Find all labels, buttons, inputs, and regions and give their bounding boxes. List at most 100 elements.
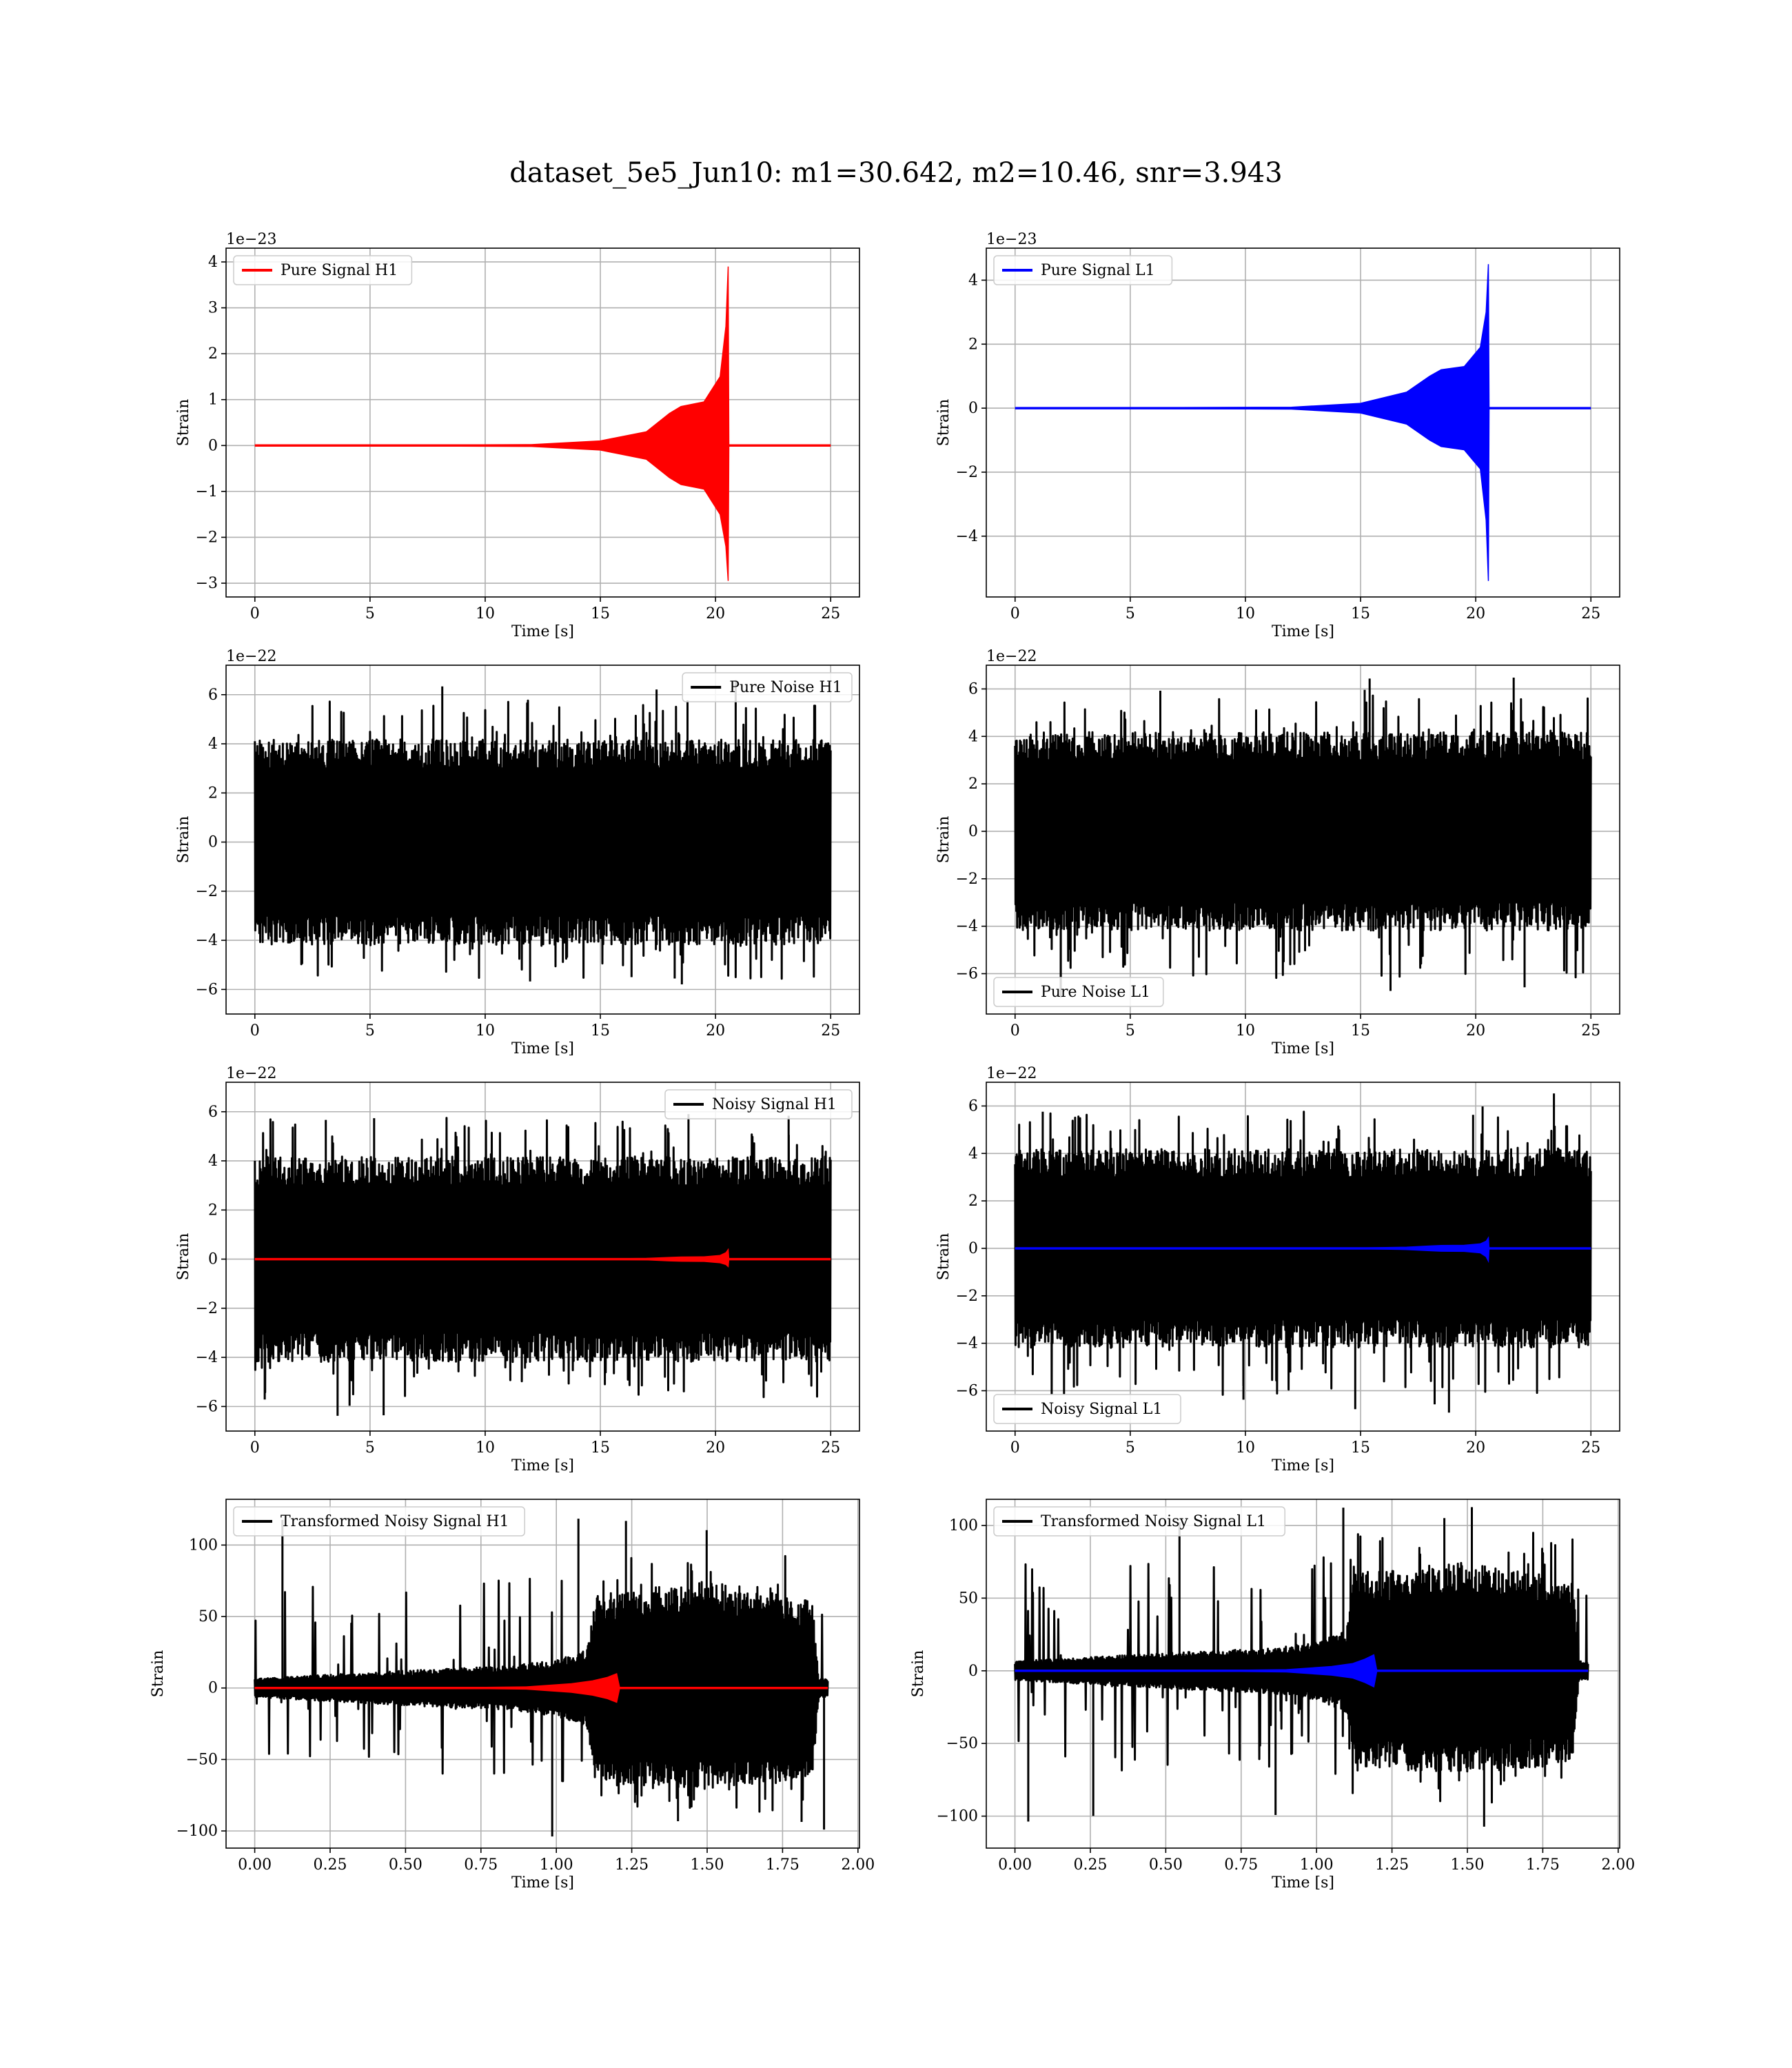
- x-tick-label: 0.00: [238, 1856, 272, 1874]
- legend-label: Noisy Signal H1: [712, 1096, 837, 1113]
- x-tick-label: 15: [591, 1022, 610, 1040]
- offset-text: 1e−22: [986, 1065, 1037, 1082]
- x-tick-label: 15: [1351, 605, 1370, 622]
- axes-frame: [225, 1082, 860, 1432]
- x-tick-label: 0.75: [464, 1856, 498, 1874]
- x-tick-label: 10: [476, 605, 495, 622]
- y-tick-label: 100: [189, 1537, 218, 1554]
- x-tick-label: 0: [1010, 1022, 1020, 1040]
- x-tick-label: 15: [1351, 1022, 1370, 1040]
- x-tick-label: 1.00: [540, 1856, 573, 1874]
- axes-frame: [986, 1499, 1620, 1849]
- y-tick-label: 0: [208, 834, 218, 851]
- chart-panel-noisy-signal-h1: 0 5 10 15 20 25 −6 −4 −2 0 2 4 6 Time [s] Strain 1e−22 N…: [175, 1065, 860, 1474]
- plot-area: [1014, 1093, 1592, 1413]
- noise-trace: [1014, 1507, 1589, 1827]
- x-tick-label: 20: [706, 605, 725, 622]
- legend-label: Pure Noise L1: [1041, 984, 1150, 1001]
- legend-box: [664, 1089, 853, 1119]
- legend-label: Pure Signal L1: [1041, 262, 1155, 279]
- x-tick-label: 5: [1126, 1439, 1135, 1457]
- x-tick-label: 0.25: [313, 1856, 347, 1874]
- chart-panel-pure-signal-l1: 0 5 10 15 20 25 −4 −2 0 2 4 Time [s] Strain 1e−23Pure…: [935, 231, 1620, 640]
- y-tick-label: 0: [208, 437, 218, 454]
- x-tick-label: 1.75: [766, 1856, 800, 1874]
- x-axis-label: Time [s]: [511, 1040, 574, 1057]
- legend: Pure Noise H1: [682, 672, 853, 702]
- legend-label: Pure Noise H1: [729, 679, 842, 696]
- legend: Pure Noise L1: [993, 977, 1164, 1007]
- y-tick-label: 2: [208, 1202, 218, 1219]
- y-axis-label: Strain: [175, 399, 192, 447]
- x-tick-label: 10: [1236, 605, 1255, 622]
- y-tick-label: −1: [196, 483, 218, 500]
- plot-area: [254, 1114, 832, 1416]
- y-tick-label: −2: [196, 883, 218, 900]
- x-tick-label: 15: [591, 1439, 610, 1457]
- x-tick-label: 1.25: [615, 1856, 649, 1874]
- x-tick-label: 20: [706, 1439, 725, 1457]
- y-axis-label: Strain: [150, 1650, 167, 1698]
- x-tick-label: 0: [250, 605, 260, 622]
- signal-envelope: [1015, 264, 1591, 581]
- offset-text: 1e−22: [226, 648, 276, 665]
- axes-frame: [225, 247, 860, 598]
- y-tick-label: 50: [198, 1608, 218, 1625]
- x-tick-label: 0: [1010, 605, 1020, 622]
- legend-box: [993, 1394, 1181, 1424]
- x-tick-label: 10: [476, 1439, 495, 1457]
- x-tick-label: 5: [1126, 605, 1135, 622]
- y-tick-label: 2: [968, 1193, 978, 1210]
- legend-box: [682, 672, 853, 702]
- plot-area: [1014, 678, 1592, 997]
- legend-box: [993, 255, 1173, 285]
- x-tick-label: 15: [1351, 1439, 1370, 1457]
- x-tick-label: 20: [706, 1022, 725, 1040]
- signal-envelope: [254, 266, 831, 581]
- x-tick-label: 0.25: [1073, 1856, 1107, 1874]
- y-axis-label: Strain: [910, 1650, 927, 1698]
- y-tick-label: 0: [968, 1663, 978, 1680]
- y-tick-label: 4: [968, 1145, 978, 1162]
- x-tick-label: 5: [365, 1022, 375, 1040]
- y-axis-label: Strain: [175, 816, 192, 864]
- x-tick-label: 1.50: [1451, 1856, 1485, 1874]
- y-tick-label: −2: [956, 1288, 978, 1305]
- y-tick-label: −4: [956, 1335, 978, 1352]
- legend: Transformed Noisy Signal L1: [993, 1506, 1285, 1537]
- plot-area: [254, 266, 831, 581]
- y-tick-label: 0: [968, 823, 978, 840]
- y-tick-label: −4: [956, 918, 978, 935]
- y-tick-label: −100: [937, 1808, 978, 1825]
- offset-text: 1e−23: [986, 231, 1037, 248]
- x-tick-label: 0: [1010, 1439, 1020, 1457]
- y-tick-label: −6: [196, 981, 218, 998]
- offset-text: 1e−23: [226, 231, 276, 248]
- axes-frame: [986, 665, 1620, 1015]
- x-tick-label: 15: [591, 605, 610, 622]
- legend-label: Transformed Noisy Signal L1: [1041, 1513, 1266, 1530]
- noise-core: [1015, 759, 1591, 904]
- y-tick-label: 4: [208, 254, 218, 271]
- x-tick-label: 0.50: [389, 1856, 422, 1874]
- x-axis-label: Time [s]: [1272, 1457, 1334, 1474]
- offset-text: 1e−22: [226, 1065, 276, 1082]
- y-axis-label: Strain: [175, 1233, 192, 1281]
- y-tick-label: −6: [956, 965, 978, 982]
- x-tick-label: 20: [1466, 605, 1485, 622]
- x-tick-label: 5: [365, 605, 375, 622]
- y-tick-label: 100: [949, 1517, 978, 1534]
- x-tick-label: 5: [1126, 1022, 1135, 1040]
- y-axis-label: Strain: [935, 816, 953, 864]
- chart-panel-transformed-noisy-signal-h1: 0.00 0.25 0.50 0.75 1.00 1.25 1.50 1.75 2.00 −100…: [150, 1499, 875, 1892]
- axes-frame: [986, 1082, 1620, 1432]
- y-tick-label: 4: [208, 736, 218, 753]
- y-tick-label: −2: [956, 464, 978, 481]
- x-tick-label: 1.75: [1526, 1856, 1560, 1874]
- axes-frame: [986, 247, 1620, 598]
- noise-core: [254, 767, 831, 917]
- chart-panel-pure-noise-h1: 0 5 10 15 20 25 −6 −4 −2 0 2 4 6 Time [s] Strain 1e−22 P…: [175, 648, 860, 1057]
- y-tick-label: 3: [208, 300, 218, 317]
- y-tick-label: 6: [968, 680, 978, 698]
- x-axis-label: Time [s]: [511, 1457, 574, 1474]
